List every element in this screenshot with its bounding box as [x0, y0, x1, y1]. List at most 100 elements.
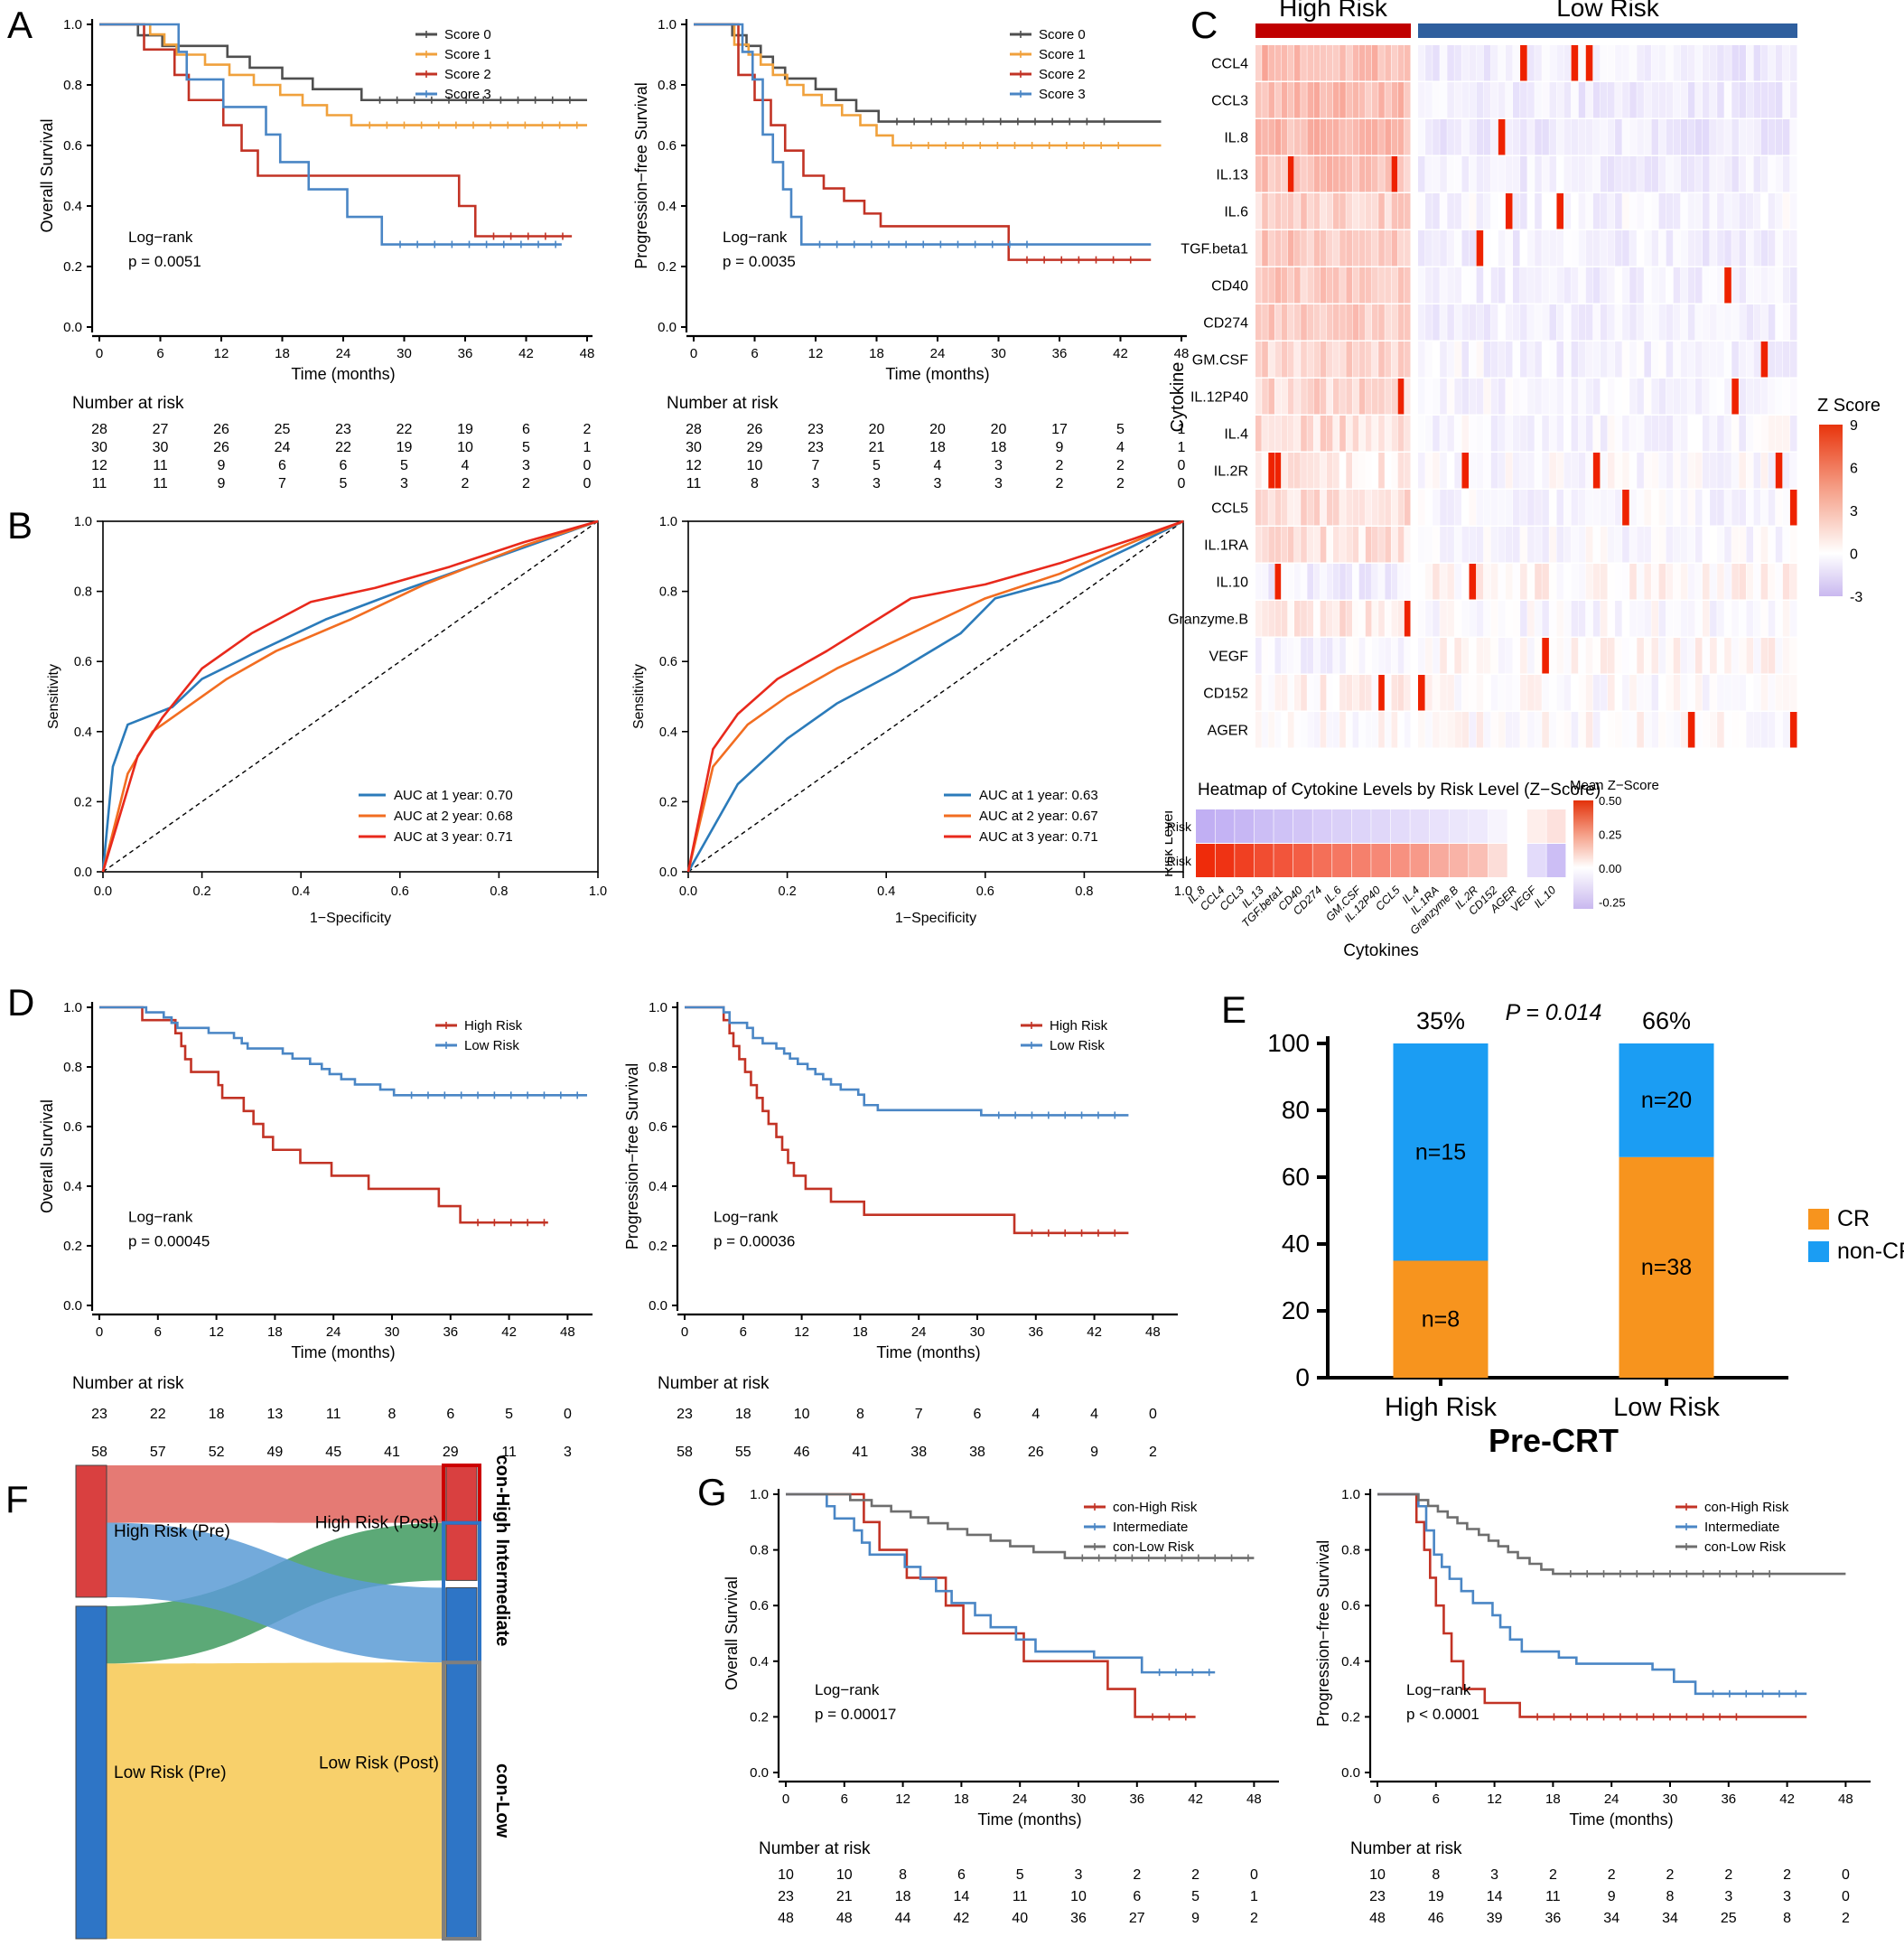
svg-text:27: 27	[1129, 1911, 1145, 1926]
svg-text:48: 48	[1174, 346, 1190, 361]
svg-text:Sensitivity: Sensitivity	[631, 664, 647, 729]
svg-text:High Risk: High Risk	[1050, 1018, 1108, 1034]
svg-text:0.8: 0.8	[1341, 1543, 1360, 1558]
svg-text:0.4: 0.4	[877, 884, 895, 899]
svg-text:0: 0	[1149, 1407, 1157, 1422]
svg-text:58: 58	[677, 1445, 693, 1460]
svg-text:1: 1	[1178, 440, 1186, 455]
svg-text:27: 27	[153, 422, 169, 437]
svg-text:Number at risk: Number at risk	[72, 394, 184, 413]
svg-text:22: 22	[397, 422, 413, 437]
svg-text:1.0: 1.0	[589, 884, 607, 899]
panel-g-overall-survival-km-chart: 0.0 0.2 0.4 0.6 0.8 1.0 0 6 12 18 24 30 36 42 48 Time (…	[723, 1474, 1310, 1955]
svg-text:2: 2	[1549, 1867, 1557, 1883]
svg-text:24: 24	[275, 440, 291, 455]
svg-text:6: 6	[278, 458, 286, 473]
svg-text:49: 49	[267, 1445, 284, 1460]
svg-text:0.2: 0.2	[63, 1239, 82, 1254]
svg-text:IL.8: IL.8	[1224, 131, 1248, 146]
svg-text:17: 17	[1051, 422, 1068, 437]
svg-text:0.4: 0.4	[659, 725, 677, 740]
svg-text:AUC at 3 year: 0.71: AUC at 3 year: 0.71	[394, 829, 513, 845]
svg-text:CD274: CD274	[1203, 316, 1248, 332]
svg-text:7: 7	[915, 1407, 923, 1422]
svg-text:2: 2	[1149, 1445, 1157, 1460]
svg-text:n=20: n=20	[1641, 1088, 1692, 1113]
svg-text:36: 36	[1052, 346, 1068, 361]
svg-text:30: 30	[991, 346, 1006, 361]
svg-text:n=15: n=15	[1415, 1139, 1466, 1165]
svg-text:12: 12	[214, 346, 229, 361]
svg-text:12: 12	[794, 1324, 809, 1340]
svg-text:6: 6	[1133, 1889, 1141, 1904]
panel-c-label: C	[1190, 4, 1218, 46]
svg-text:0.4: 0.4	[292, 884, 310, 899]
svg-text:con-High: con-High	[492, 1455, 511, 1534]
svg-text:0: 0	[690, 346, 697, 361]
svg-text:0: 0	[782, 1791, 789, 1807]
svg-text:8: 8	[1783, 1911, 1791, 1926]
svg-text:6: 6	[1433, 1791, 1440, 1807]
svg-text:Score 1: Score 1	[444, 47, 491, 62]
svg-text:AGER: AGER	[1208, 724, 1248, 739]
svg-text:0: 0	[1178, 476, 1186, 491]
svg-text:12: 12	[686, 458, 702, 473]
svg-text:22: 22	[150, 1407, 166, 1422]
svg-text:23: 23	[91, 1407, 107, 1422]
svg-text:0.4: 0.4	[750, 1654, 769, 1670]
panel-b-roc-chart-right: 0.0 0.2 0.4 0.6 0.8 1.0 0.0 0.2 0.4 0.6 0.8 1.0 1−Sp…	[623, 510, 1210, 971]
svg-text:6: 6	[446, 1407, 454, 1422]
svg-text:44: 44	[895, 1911, 911, 1926]
svg-text:Intermediate: Intermediate	[1113, 1520, 1188, 1535]
svg-text:24: 24	[326, 1324, 341, 1340]
svg-text:6: 6	[156, 346, 163, 361]
svg-text:36: 36	[1028, 1324, 1043, 1340]
svg-text:25: 25	[275, 422, 291, 437]
svg-text:24: 24	[911, 1324, 927, 1340]
svg-text:con-High Risk: con-High Risk	[1113, 1500, 1198, 1515]
svg-text:8: 8	[1432, 1867, 1440, 1883]
svg-text:42: 42	[1188, 1791, 1203, 1807]
svg-text:12: 12	[895, 1791, 910, 1807]
svg-text:-0.25: -0.25	[1599, 896, 1626, 910]
svg-text:Log−rank: Log−rank	[128, 229, 193, 246]
svg-text:0.6: 0.6	[659, 655, 677, 669]
svg-text:CCL5: CCL5	[1211, 501, 1248, 517]
svg-text:Risk Level: Risk Level	[1165, 810, 1176, 877]
svg-text:Overall Survival: Overall Survival	[38, 118, 56, 232]
panel-f-sankey-diagram: High Risk (Pre) Low Risk (Pre) High Risk (…	[23, 1444, 512, 1955]
svg-text:con-High Risk: con-High Risk	[1704, 1500, 1789, 1515]
svg-text:0.0: 0.0	[1341, 1765, 1360, 1781]
svg-text:12: 12	[91, 458, 107, 473]
svg-text:18: 18	[267, 1324, 283, 1340]
svg-text:38: 38	[969, 1445, 985, 1460]
svg-text:5: 5	[1016, 1867, 1024, 1883]
svg-text:con-Low Risk: con-Low Risk	[1704, 1539, 1787, 1555]
svg-text:48: 48	[1246, 1791, 1262, 1807]
svg-text:48: 48	[560, 1324, 575, 1340]
svg-text:10: 10	[778, 1867, 794, 1883]
svg-text:11: 11	[1013, 1889, 1028, 1904]
svg-text:High Risk: High Risk	[1279, 0, 1388, 22]
svg-text:Heatmap of Cytokine Levels by: Heatmap of Cytokine Levels by Risk Level…	[1198, 781, 1601, 800]
svg-text:36: 36	[1721, 1791, 1736, 1807]
svg-text:con-Low Risk: con-Low Risk	[1113, 1539, 1195, 1555]
svg-text:35%: 35%	[1416, 1007, 1465, 1034]
svg-text:30: 30	[91, 440, 107, 455]
svg-text:24: 24	[1013, 1791, 1028, 1807]
svg-text:3: 3	[1724, 1889, 1732, 1904]
panel-f-label: F	[5, 1478, 29, 1520]
svg-text:42: 42	[501, 1324, 517, 1340]
svg-text:20: 20	[929, 422, 946, 437]
svg-text:IL.12P40: IL.12P40	[1190, 390, 1248, 406]
svg-text:0.0: 0.0	[649, 1298, 667, 1314]
svg-text:9: 9	[1850, 418, 1858, 434]
svg-text:Log−rank: Log−rank	[815, 1681, 880, 1698]
panel-b-label: B	[7, 504, 33, 547]
svg-text:5: 5	[340, 476, 348, 491]
svg-text:0.0: 0.0	[74, 865, 92, 880]
svg-text:0: 0	[96, 346, 103, 361]
svg-text:23: 23	[778, 1889, 794, 1904]
panel-a-label: A	[7, 4, 33, 46]
svg-text:IL.10: IL.10	[1216, 575, 1248, 591]
